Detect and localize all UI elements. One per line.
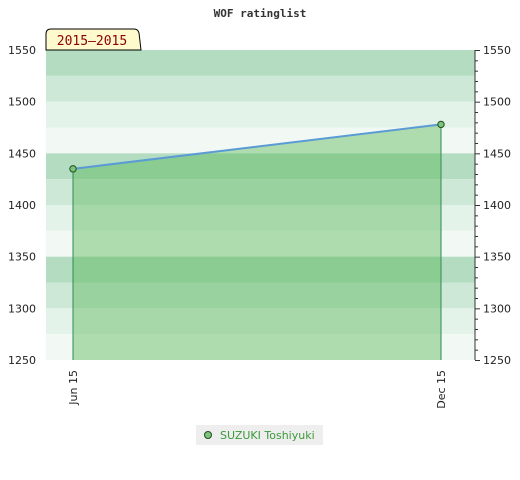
background-band <box>46 179 475 205</box>
y-axis-left: 1250 1300 1350 1400 1450 1500 1550 <box>8 44 36 367</box>
year-badge: 2015–2015 <box>45 28 142 51</box>
background-band <box>46 282 475 309</box>
y-tick-label-right: 1550 <box>483 44 511 57</box>
y-tick-label-left: 1400 <box>8 199 36 212</box>
background-band <box>46 334 475 360</box>
background-band <box>46 256 475 283</box>
background-bands <box>46 50 475 360</box>
series-points <box>69 120 445 173</box>
data-point <box>69 165 77 173</box>
y-tick-label-right: 1350 <box>483 251 511 264</box>
y-axis-right: 1250 1300 1350 1400 1450 1500 1550 <box>474 44 511 367</box>
series-area <box>73 124 441 361</box>
y-tick-label-left: 1500 <box>8 96 36 109</box>
chart-title: WOF ratinglist <box>214 7 307 20</box>
background-band <box>46 153 475 180</box>
y-tick-label-left: 1450 <box>8 147 36 160</box>
background-band <box>46 75 475 102</box>
y-tick-label-left: 1250 <box>8 354 36 367</box>
y-tick-label-right: 1250 <box>483 354 511 367</box>
series-lines <box>72 123 442 360</box>
x-axis: Jun 15 Dec 15 <box>67 370 448 409</box>
background-band <box>46 50 475 76</box>
year-badge-label: 2015–2015 <box>57 34 127 49</box>
y-tick-label-right: 1300 <box>483 302 511 315</box>
y-tick-label-left: 1550 <box>8 44 36 57</box>
y-tick-label-left: 1350 <box>8 251 36 264</box>
background-band <box>46 230 475 257</box>
background-band <box>46 101 475 128</box>
y-tick-label-right: 1400 <box>483 199 511 212</box>
legend-series-name: SUZUKI Toshiyuki <box>220 428 315 442</box>
x-tick-label: Dec 15 <box>435 370 448 409</box>
x-tick-label: Jun 15 <box>67 370 80 406</box>
background-band <box>46 205 475 231</box>
data-point <box>437 120 445 129</box>
y-tick-label-right: 1450 <box>483 147 511 160</box>
series-area-fill <box>73 124 441 361</box>
y-tick-label-left: 1300 <box>8 302 36 315</box>
background-band <box>46 308 475 335</box>
legend: SUZUKI Toshiyuki <box>196 425 323 445</box>
y-tick-label-right: 1500 <box>483 96 511 109</box>
series-line <box>72 123 442 170</box>
legend-marker-icon <box>204 431 212 439</box>
background-band <box>46 127 475 154</box>
